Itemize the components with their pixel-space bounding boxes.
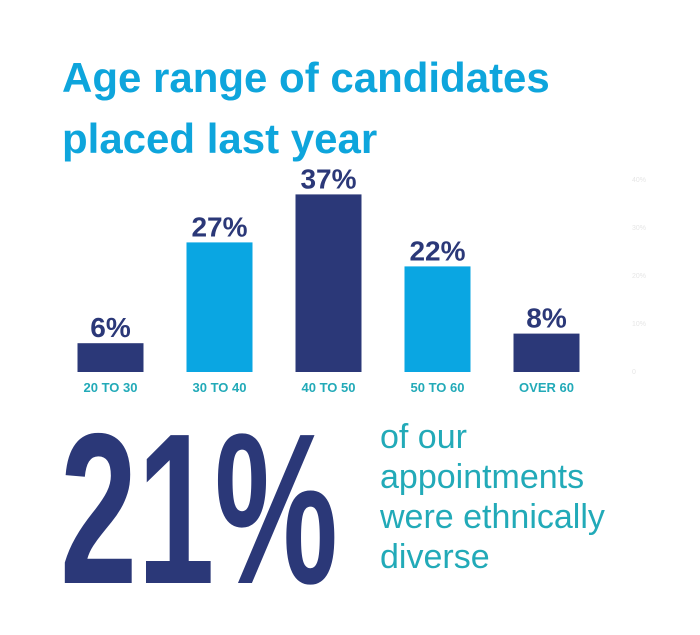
value-label: 22% <box>409 235 465 266</box>
y-tick-label: 0 <box>632 369 636 376</box>
value-label: 27% <box>191 211 247 242</box>
bar <box>295 194 362 372</box>
chart-title: placed last year <box>62 115 377 162</box>
bar <box>77 343 144 372</box>
x-tick-label: 40 TO 50 <box>302 380 356 395</box>
bar <box>404 266 471 372</box>
x-tick-label: 20 TO 30 <box>84 380 138 395</box>
y-tick-label: 20% <box>632 273 646 280</box>
annotation-text: appointments <box>380 458 584 496</box>
annotation-text: of our <box>380 418 467 456</box>
x-tick-label: 50 TO 60 <box>411 380 465 395</box>
bar <box>186 242 253 372</box>
annotation-text: were ethnically <box>379 498 605 536</box>
value-label: 6% <box>90 312 131 343</box>
annotation-text: diverse <box>380 538 490 576</box>
x-tick-label: 30 TO 40 <box>193 380 247 395</box>
chart-title: Age range of candidates <box>62 54 550 101</box>
y-tick-label: 30% <box>632 225 646 232</box>
x-tick-label: OVER 60 <box>519 380 574 395</box>
y-tick-label: 10% <box>632 321 646 328</box>
value-label: 37% <box>300 163 356 194</box>
bar <box>513 333 580 372</box>
big-figure: 21% <box>60 388 338 629</box>
value-label: 8% <box>526 303 567 334</box>
y-tick-label: 40% <box>632 177 646 184</box>
